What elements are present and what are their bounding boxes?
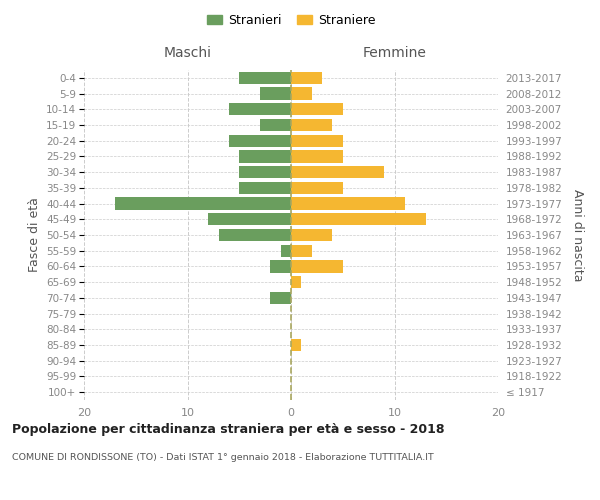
Bar (239, 166, 291, 178)
Bar (291, 339, 301, 351)
Bar (291, 119, 332, 131)
Bar (115, 198, 291, 209)
Text: Femmine: Femmine (362, 46, 427, 60)
Legend: Stranieri, Straniere: Stranieri, Straniere (203, 10, 379, 31)
Bar (229, 103, 291, 116)
Bar (260, 88, 291, 100)
Bar (291, 276, 301, 288)
Bar (239, 72, 291, 84)
Bar (208, 213, 291, 226)
Bar (291, 166, 384, 178)
Bar (291, 134, 343, 147)
Bar (291, 88, 312, 100)
Bar (218, 229, 291, 241)
Y-axis label: Anni di nascita: Anni di nascita (571, 188, 584, 281)
Bar (291, 244, 312, 257)
Bar (260, 119, 291, 131)
Bar (291, 213, 425, 226)
Bar (239, 182, 291, 194)
Bar (239, 150, 291, 162)
Bar (291, 72, 322, 84)
Bar (271, 292, 291, 304)
Y-axis label: Fasce di età: Fasce di età (28, 198, 41, 272)
Bar (271, 260, 291, 272)
Bar (291, 182, 343, 194)
Bar (291, 103, 343, 116)
Text: Popolazione per cittadinanza straniera per età e sesso - 2018: Popolazione per cittadinanza straniera p… (12, 422, 445, 436)
Bar (281, 244, 291, 257)
Bar (229, 134, 291, 147)
Text: COMUNE DI RONDISSONE (TO) - Dati ISTAT 1° gennaio 2018 - Elaborazione TUTTITALIA: COMUNE DI RONDISSONE (TO) - Dati ISTAT 1… (12, 452, 434, 462)
Bar (291, 260, 343, 272)
Bar (291, 150, 343, 162)
Bar (291, 229, 332, 241)
Bar (291, 198, 405, 209)
Text: Maschi: Maschi (164, 46, 212, 60)
